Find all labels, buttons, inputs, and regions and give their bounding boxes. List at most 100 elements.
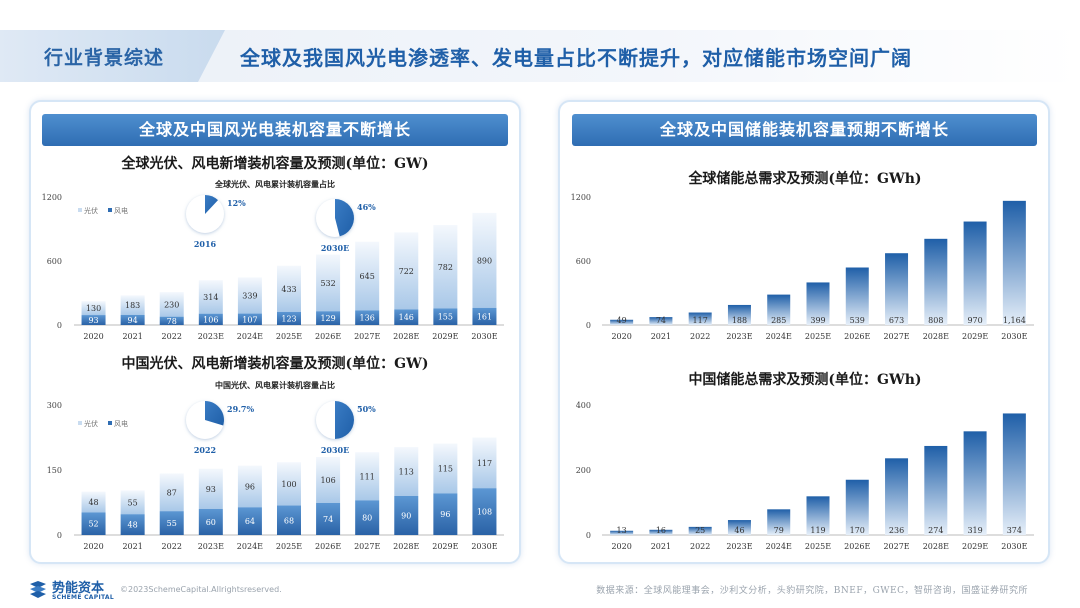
china_storage-bar	[924, 446, 947, 535]
china_wind_solar-label-pv: 117	[477, 459, 492, 468]
china_storage-xtick-label: 2024E	[766, 542, 792, 551]
global_wind_solar-pie-value: 12%	[227, 198, 246, 208]
china_storage-value-label: 374	[1007, 526, 1022, 535]
global_wind_solar-pie-value: 46%	[357, 202, 376, 212]
china_wind_solar-xtick-label: 2022	[162, 542, 182, 551]
china_wind_solar-label-pv: 96	[245, 482, 255, 491]
china_wind_solar-legend-swatch-wind	[108, 421, 112, 425]
china_wind_solar-pie-value: 29.7%	[227, 404, 254, 414]
china_storage-value-label: 319	[967, 526, 982, 535]
global_storage-xtick-label: 2023E	[726, 332, 752, 341]
global_storage-bar	[1003, 201, 1026, 325]
global_wind_solar-label-pv: 532	[320, 279, 335, 288]
china_wind_solar-pie-slice	[335, 401, 354, 439]
global_storage-value-label: 49	[617, 316, 627, 325]
china_wind_solar-label-wind: 96	[440, 510, 450, 519]
china_storage-ytick-label: 400	[576, 401, 591, 410]
china_storage-xtick-label: 2030E	[1001, 542, 1027, 551]
china_storage-bar	[964, 431, 987, 535]
china_wind_solar-legend-pv: 光伏	[84, 419, 98, 428]
global_wind_solar-ytick-label: 1200	[42, 193, 62, 202]
global_storage-bar	[885, 253, 908, 325]
global_wind_solar-xtick-label: 2023E	[198, 332, 224, 341]
global_storage-value-label: 285	[771, 316, 786, 325]
global_wind_solar-ytick-label: 600	[47, 257, 62, 266]
china_storage-value-label: 170	[850, 526, 865, 535]
global_storage-value-label: 1,164	[1003, 316, 1026, 325]
global_storage-xtick-label: 2027E	[883, 332, 909, 341]
china_wind_solar-label-pv: 106	[320, 476, 335, 485]
china_storage-bar	[885, 458, 908, 535]
global_storage-xtick-label: 2022	[690, 332, 710, 341]
china_wind_solar-pie-label: 2030E	[321, 445, 349, 455]
global_storage-value-label: 808	[928, 316, 943, 325]
global_wind_solar-label-pv: 230	[164, 300, 179, 309]
china_wind_solar-xtick-label: 2026E	[315, 542, 341, 551]
global_storage-xtick-label: 2025E	[805, 332, 831, 341]
global_wind_solar-legend-swatch-wind	[108, 208, 112, 212]
global_wind_solar-legend-wind: 风电	[114, 206, 128, 215]
china_wind_solar-label-pv: 55	[128, 498, 138, 507]
global_wind_solar-label-wind: 146	[399, 313, 414, 322]
china_wind_solar-label-pv: 48	[88, 498, 98, 507]
china_storage-xtick-label: 2028E	[923, 542, 949, 551]
china_wind_solar-label-wind: 64	[245, 517, 255, 526]
global_wind_solar-label-wind: 161	[477, 312, 492, 321]
global_wind_solar-xtick-label: 2028E	[393, 332, 419, 341]
china_wind_solar-xtick-label: 2024E	[237, 542, 263, 551]
china_storage-xtick-label: 2025E	[805, 542, 831, 551]
china_storage-xtick-label: 2023E	[726, 542, 752, 551]
china_wind_solar-legend-wind: 风电	[114, 419, 128, 428]
global_storage-xtick-label: 2021	[651, 332, 671, 341]
china_storage-xtick-label: 2026E	[844, 542, 870, 551]
logo-icon	[28, 580, 48, 600]
global_wind_solar-label-pv: 339	[242, 292, 257, 301]
global_wind_solar-pie-label: 2016	[194, 239, 217, 249]
global_wind_solar-inset-title: 全球光伏、风电累计装机容量占比	[214, 179, 335, 189]
china_storage-ytick-label: 0	[586, 531, 591, 540]
china_wind_solar-pie-value: 50%	[357, 404, 376, 414]
global_wind_solar-label-pv: 130	[86, 304, 101, 313]
global_wind_solar-label-pv: 722	[399, 267, 414, 276]
china_wind_solar-ytick-label: 0	[57, 531, 62, 540]
china_wind_solar-legend-swatch-pv	[78, 421, 82, 425]
global_wind_solar-xtick-label: 2020	[83, 332, 103, 341]
china_storage-value-label: 236	[889, 526, 904, 535]
china_storage-xtick-label: 2020	[611, 542, 631, 551]
china_wind_solar-label-wind: 52	[88, 520, 98, 529]
china_storage-value-label: 274	[928, 526, 943, 535]
china_storage-value-label: 16	[656, 526, 666, 535]
global_wind_solar-label-wind: 155	[438, 313, 453, 322]
global_storage-value-label: 673	[889, 316, 904, 325]
global_storage-value-label: 399	[810, 316, 825, 325]
china_storage-value-label: 79	[774, 526, 784, 535]
china_wind_solar-ytick-label: 300	[47, 401, 62, 410]
china_wind_solar-label-pv: 87	[167, 488, 177, 497]
global_wind_solar-pie-label: 2030E	[321, 243, 349, 253]
global_wind_solar-ytick-label: 0	[57, 321, 62, 330]
global_storage-ytick-label: 0	[586, 321, 591, 330]
global_wind_solar-xtick-label: 2024E	[237, 332, 263, 341]
china_wind_solar-title: 中国光伏、风电新增装机容量及预测(单位：GW)	[122, 355, 429, 372]
china_storage-bar	[1003, 413, 1026, 535]
global_storage-bar	[924, 239, 947, 325]
global_wind_solar-label-wind: 94	[128, 316, 138, 325]
global_storage-value-label: 188	[732, 316, 747, 325]
china_wind_solar-label-wind: 108	[477, 508, 492, 517]
global_storage-xtick-label: 2030E	[1001, 332, 1027, 341]
china_storage-value-label: 119	[810, 526, 825, 535]
china_wind_solar-label-wind: 68	[284, 516, 294, 525]
global_wind_solar-xtick-label: 2022	[162, 332, 182, 341]
global_wind_solar-label-wind: 106	[203, 315, 218, 324]
global_storage-ytick-label: 600	[576, 257, 591, 266]
global_wind_solar-label-pv: 782	[438, 263, 453, 272]
china_storage-xtick-label: 2027E	[883, 542, 909, 551]
china_storage-title: 中国储能总需求及预测(单位：GWh)	[688, 371, 921, 388]
global_storage-value-label: 117	[693, 316, 708, 325]
china_wind_solar-xtick-label: 2030E	[471, 542, 497, 551]
china_wind_solar-label-pv: 113	[399, 468, 414, 477]
china_wind_solar-label-wind: 55	[167, 519, 177, 528]
china_wind_solar-xtick-label: 2021	[122, 542, 142, 551]
china_wind_solar-pie-label: 2022	[194, 445, 216, 455]
global_wind_solar-xtick-label: 2030E	[471, 332, 497, 341]
